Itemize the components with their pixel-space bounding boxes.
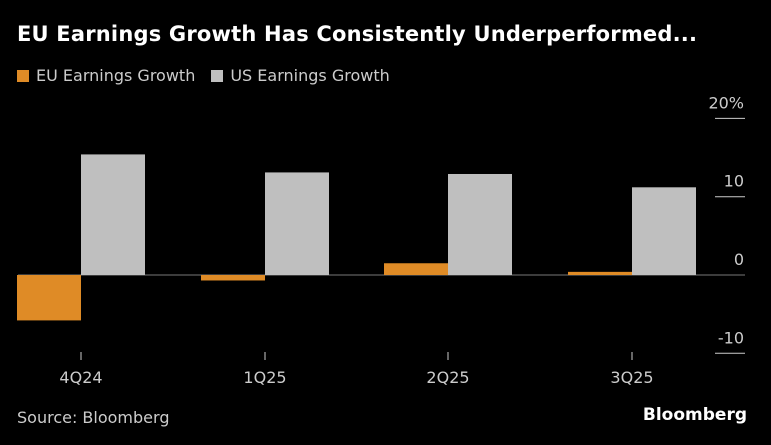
x-tick-label: 1Q25 [243, 368, 286, 387]
legend-label-us: US Earnings Growth [230, 66, 390, 85]
us-bar-2Q25 [448, 173, 512, 275]
x-tick-label: 4Q24 [59, 368, 102, 387]
us-bar-4Q24 [81, 154, 145, 275]
bloomberg-logo: Bloomberg [642, 405, 747, 425]
chart-title: EU Earnings Growth Has Consistently Unde… [17, 22, 698, 46]
legend-item-eu: EU Earnings Growth [17, 66, 195, 85]
eu-bar-4Q24 [17, 275, 81, 321]
x-tick-label: 3Q25 [610, 368, 653, 387]
legend-label-eu: EU Earnings Growth [36, 66, 196, 85]
us-bar-1Q25 [265, 172, 329, 275]
y-tick-label: 20% [708, 93, 744, 112]
legend: EU Earnings Growth US Earnings Growth [17, 66, 390, 85]
legend-item-us: US Earnings Growth [211, 66, 390, 85]
y-tick-label: -10 [718, 328, 744, 347]
us-bar-3Q25 [632, 187, 696, 275]
eu-bar-2Q25 [384, 263, 448, 275]
y-tick-label: 0 [734, 250, 744, 269]
legend-swatch-eu [17, 69, 29, 82]
legend-swatch-us [211, 69, 224, 82]
source-note: Source: Bloomberg [17, 408, 170, 427]
eu-bar-3Q25 [568, 271, 632, 275]
x-tick-label: 2Q25 [426, 368, 469, 387]
eu-bar-1Q25 [201, 275, 265, 281]
y-tick-label: 10 [724, 172, 744, 191]
